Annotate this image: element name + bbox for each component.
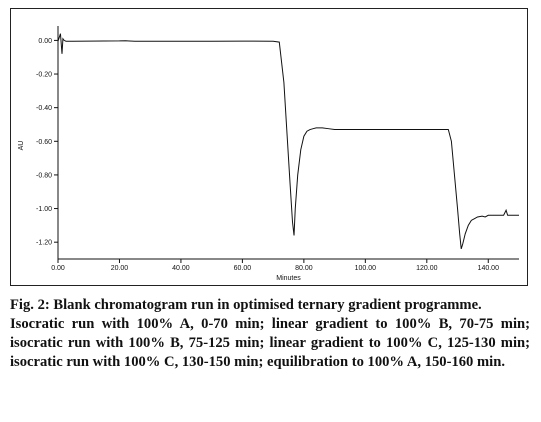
axes bbox=[57, 26, 519, 260]
x-tick-label: 20.00 bbox=[111, 265, 129, 272]
x-tick-label: 80.00 bbox=[295, 265, 313, 272]
figure-caption: Fig. 2: Blank chromatogram run in optimi… bbox=[10, 296, 530, 372]
caption-description: Isocratic run with 100% A, 0-70 min; lin… bbox=[10, 316, 530, 370]
y-tick-label: -0.80 bbox=[36, 172, 52, 179]
chromatogram-trace bbox=[57, 33, 519, 250]
x-axis-label: Minutes bbox=[276, 275, 301, 282]
chart-frame: 0.00 20.00 40.00 60.00 80.00 100.00 120.00 140.… bbox=[10, 8, 528, 286]
x-tick-label: 140.00 bbox=[478, 265, 500, 272]
x-ticks: 0.00 20.00 40.00 60.00 80.00 100.00 120.00 140.… bbox=[51, 259, 499, 272]
y-tick-label: 0.00 bbox=[38, 38, 52, 45]
y-tick-label: -0.40 bbox=[36, 105, 52, 112]
caption-title: Fig. 2: Blank chromatogram run in optimi… bbox=[10, 297, 482, 313]
x-tick-label: 40.00 bbox=[172, 265, 190, 272]
x-tick-label: 0.00 bbox=[51, 265, 65, 272]
y-axis-label: AU bbox=[18, 141, 25, 151]
chromatogram-chart: 0.00 20.00 40.00 60.00 80.00 100.00 120.00 140.… bbox=[18, 26, 519, 282]
y-tick-label: -1.20 bbox=[36, 240, 52, 247]
x-tick-label: 60.00 bbox=[234, 265, 252, 272]
x-tick-label: 100.00 bbox=[355, 265, 377, 272]
y-tick-label: -1.00 bbox=[36, 206, 52, 213]
x-tick-label: 120.00 bbox=[416, 265, 438, 272]
y-tick-label: -0.60 bbox=[36, 139, 52, 146]
y-tick-label: -0.20 bbox=[36, 72, 52, 79]
y-ticks: 0.00 -0.20 -0.40 -0.60 -0.80 -1.00 -1.20 bbox=[36, 38, 58, 247]
